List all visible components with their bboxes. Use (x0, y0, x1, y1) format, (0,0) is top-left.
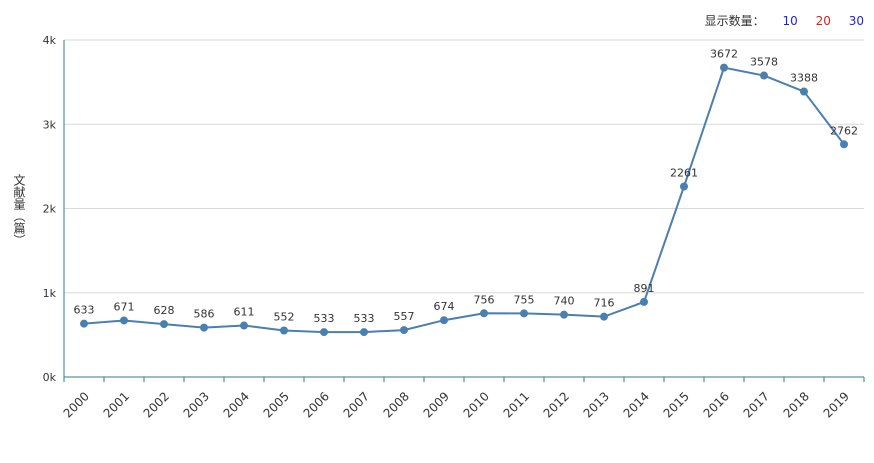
y-axis-title: 文献量（篇） (12, 174, 26, 246)
data-label: 557 (394, 310, 415, 323)
data-point (800, 87, 808, 96)
series-line (83, 66, 845, 334)
data-point (840, 140, 848, 149)
data-point (160, 320, 168, 329)
data-point (120, 316, 128, 325)
data-point (320, 328, 328, 337)
data-point (640, 297, 648, 306)
data-point (480, 309, 488, 318)
data-label: 756 (474, 293, 495, 306)
x-tick-label: 2010 (461, 389, 492, 420)
data-label: 633 (74, 304, 95, 317)
x-tick-label: 2018 (781, 389, 812, 420)
x-tick-label: 2019 (821, 389, 852, 420)
y-tick-label: 2k (43, 203, 57, 216)
data-label: 2762 (830, 124, 858, 137)
x-tick-label: 2003 (181, 389, 212, 420)
data-point (680, 182, 688, 191)
data-label: 533 (354, 312, 375, 325)
x-tick-label: 2017 (741, 389, 772, 420)
x-tick-label: 2011 (501, 389, 532, 420)
x-tick-label: 2013 (581, 389, 612, 420)
data-label: 674 (434, 300, 455, 313)
data-point (600, 312, 608, 321)
x-tick-label: 2015 (661, 389, 692, 420)
y-tick-label: 1k (43, 287, 57, 300)
data-label: 740 (554, 295, 575, 308)
data-label: 3672 (710, 48, 738, 61)
data-point (80, 319, 88, 328)
data-point (360, 328, 368, 337)
x-tick-label: 2008 (381, 389, 412, 420)
y-tick-label: 0k (43, 371, 57, 384)
count-selector-label: 显示数量： (704, 14, 765, 28)
data-label: 628 (154, 304, 175, 317)
data-label: 755 (514, 293, 535, 306)
data-label: 552 (274, 310, 295, 323)
x-tick-label: 2000 (61, 389, 92, 420)
data-label: 3578 (750, 56, 778, 69)
y-tick-label: 4k (43, 34, 57, 47)
count-selector: 显示数量： 10 20 30 (705, 12, 864, 29)
data-label: 611 (234, 306, 255, 319)
data-label: 716 (594, 297, 615, 310)
data-label: 671 (114, 300, 135, 313)
x-tick-label: 2014 (621, 389, 652, 420)
y-tick-label: 3k (43, 118, 57, 131)
data-point (720, 63, 728, 72)
data-label: 586 (194, 308, 215, 321)
x-tick-label: 2016 (701, 389, 732, 420)
data-point (560, 310, 568, 319)
data-point (520, 309, 528, 318)
x-tick-label: 2004 (221, 389, 252, 420)
data-point (760, 71, 768, 80)
data-point (240, 321, 248, 330)
x-tick-label: 2009 (421, 389, 452, 420)
data-label: 2261 (670, 167, 698, 180)
data-point (400, 326, 408, 335)
x-tick-label: 2002 (141, 389, 172, 420)
x-tick-label: 2007 (341, 389, 372, 420)
x-tick-label: 2006 (301, 389, 332, 420)
count-option-10[interactable]: 10 (782, 14, 798, 28)
x-tick-label: 2001 (101, 389, 132, 420)
x-tick-label: 2005 (261, 389, 292, 420)
x-tick-label: 2012 (541, 389, 572, 420)
data-label: 891 (634, 282, 655, 295)
data-label: 3388 (790, 72, 818, 85)
count-option-30[interactable]: 30 (848, 14, 864, 28)
data-point (280, 326, 288, 335)
data-point (200, 323, 208, 332)
data-point (440, 316, 448, 325)
count-option-20[interactable]: 20 (815, 14, 831, 28)
data-label: 533 (314, 312, 335, 325)
